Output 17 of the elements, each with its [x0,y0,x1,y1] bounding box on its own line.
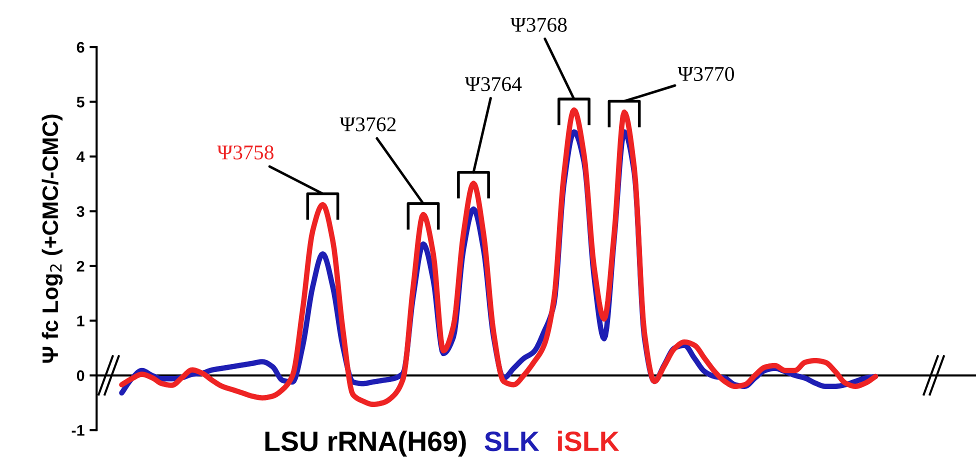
annotation: Ψ3758 [217,145,274,160]
y-tick-label: 4 [76,152,85,162]
annotation: Ψ3770 [678,66,734,82]
y-tick-label: 3 [76,206,84,217]
y-tick-label: 1 [77,316,84,326]
y-tick-label: 2 [76,260,84,272]
y-tick-label: 5 [76,96,84,108]
y-tick-label: 6 [76,42,84,53]
annotation: Ψ3764 [465,77,522,92]
annotation: Ψ3762 [340,117,396,132]
y-axis-title: Ψ fc Log$_{2}$ (+CMC/-CMC) [42,114,63,363]
y-tick-label: 0 [76,370,84,382]
text: iSLK [558,430,620,452]
text: SLK [484,432,540,452]
y-tick-label: -1 [72,425,84,436]
x-axis-title: LSU rRNA(H69) [265,430,466,457]
text: Ψ3768 [510,18,567,32]
